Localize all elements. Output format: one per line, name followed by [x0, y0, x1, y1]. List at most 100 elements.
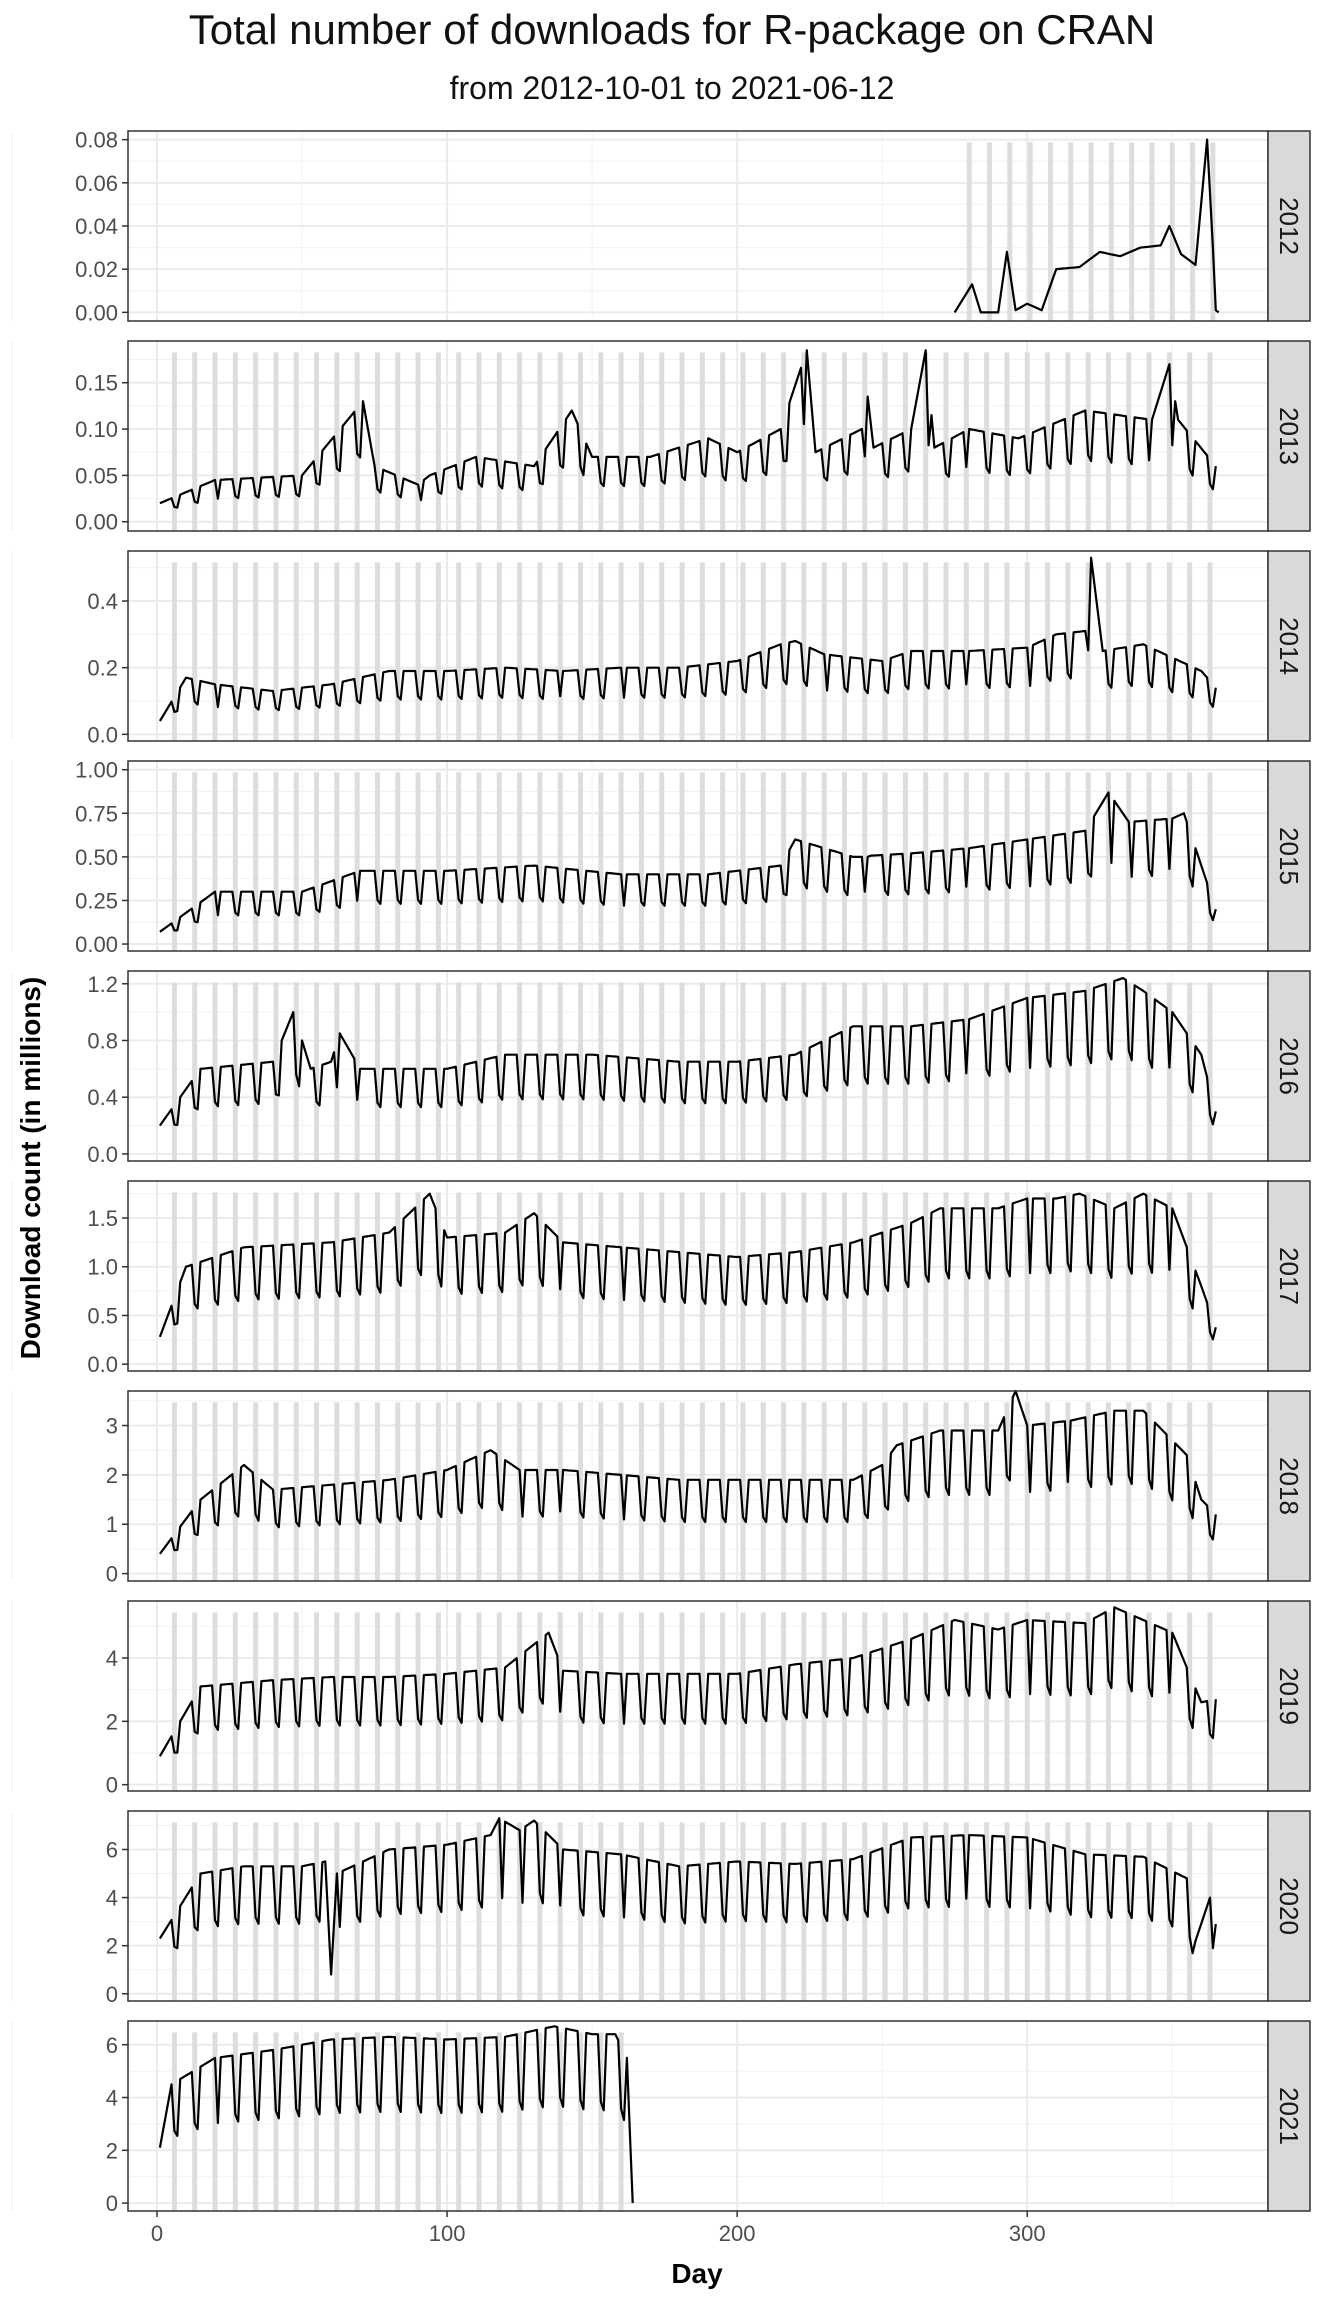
weekend-bar	[374, 352, 380, 531]
weekend-bar	[902, 562, 908, 741]
weekend-bar	[1065, 352, 1071, 531]
weekend-bar	[720, 1402, 726, 1581]
weekend-bar	[557, 1822, 563, 2001]
weekend-bar	[923, 1822, 929, 2001]
panel-background-2018	[128, 1391, 1268, 1581]
weekend-bar	[1187, 562, 1193, 741]
weekend-bar	[171, 772, 177, 951]
weekend-bar	[1126, 772, 1132, 951]
weekend-bar	[699, 982, 705, 1161]
chart-subtitle: from 2012-10-01 to 2021-06-12	[449, 70, 895, 106]
panel-background-2014	[128, 551, 1268, 741]
weekend-bar	[720, 772, 726, 951]
weekend-bar	[192, 772, 198, 951]
weekend-bar	[578, 562, 584, 741]
weekend-bar	[1045, 1402, 1051, 1581]
strip-2015	[1267, 760, 1311, 952]
weekend-bar	[1190, 142, 1196, 321]
weekend-bar	[781, 982, 787, 1161]
y-tick-label: 0.04	[75, 214, 118, 239]
y-tick-label: 2	[106, 2138, 118, 2163]
y-tick-label: 6	[106, 2033, 118, 2058]
weekend-bar	[496, 982, 502, 1161]
weekend-bar	[923, 1192, 929, 1371]
weekend-bar	[720, 982, 726, 1161]
weekend-bar	[435, 772, 441, 951]
y-tick-label: 0.25	[75, 888, 118, 913]
weekend-bar	[659, 352, 665, 531]
weekend-bar	[334, 1612, 340, 1791]
weekend-bar	[760, 772, 766, 951]
weekend-bar	[1085, 1612, 1091, 1791]
weekend-bar	[171, 1612, 177, 1791]
weekend-bar	[598, 562, 604, 741]
weekend-bar	[882, 352, 888, 531]
weekend-bar	[435, 1822, 441, 2001]
weekend-bar	[537, 2032, 543, 2211]
weekend-bar	[618, 772, 624, 951]
y-tick-label: 0.15	[75, 371, 118, 396]
strip-2016	[1267, 970, 1311, 1162]
weekend-bar	[841, 1402, 847, 1581]
weekend-bar	[618, 352, 624, 531]
weekend-bar	[638, 1612, 644, 1791]
weekend-bar	[679, 1612, 685, 1791]
panel-background-2013	[128, 341, 1268, 531]
weekend-bar	[293, 352, 299, 531]
weekend-bar	[171, 1402, 177, 1581]
series-line-2021	[158, 2025, 634, 2204]
weekend-bar	[740, 562, 746, 741]
weekend-bar	[537, 1192, 543, 1371]
weekend-bar	[435, 982, 441, 1161]
weekend-bar	[517, 1822, 523, 2001]
y-tick-label: 1.5	[87, 1206, 118, 1231]
weekend-bar	[760, 1402, 766, 1581]
y-tick-label: 0	[106, 1562, 118, 1587]
weekend-bar	[496, 772, 502, 951]
weekend-bar	[659, 562, 665, 741]
series-line-2018	[159, 1389, 1217, 1555]
weekend-bar	[212, 1192, 218, 1371]
weekend-bar	[821, 352, 827, 531]
weekend-bar	[273, 352, 279, 531]
weekend-bar	[253, 982, 259, 1161]
weekend-bar	[1004, 1402, 1010, 1581]
strip-2013	[1267, 340, 1311, 532]
weekend-bar	[476, 982, 482, 1161]
weekend-bar	[984, 772, 990, 951]
weekend-bar	[1024, 1612, 1030, 1791]
x-tick-label: 200	[719, 2221, 756, 2246]
weekend-bar	[638, 982, 644, 1161]
weekend-bar	[232, 1612, 238, 1791]
weekend-bar	[598, 2032, 604, 2211]
weekend-bar	[1146, 1612, 1152, 1791]
weekend-bar	[781, 1402, 787, 1581]
weekend-bar	[395, 562, 401, 741]
weekend-bar	[232, 562, 238, 741]
series-line-2014	[158, 556, 1217, 722]
weekend-bar	[578, 1822, 584, 2001]
weekend-bar	[699, 352, 705, 531]
series-line-2019	[158, 1606, 1217, 1757]
weekend-bar	[1024, 982, 1030, 1161]
weekend-bar	[1105, 1192, 1111, 1371]
weekend-bar	[435, 352, 441, 531]
weekend-bar	[1047, 142, 1053, 321]
weekend-bar	[537, 562, 543, 741]
weekend-bar	[578, 1402, 584, 1581]
weekend-bar	[720, 1192, 726, 1371]
weekend-bar	[1126, 1402, 1132, 1581]
weekend-bar	[314, 352, 320, 531]
weekend-bar	[354, 2032, 360, 2211]
weekend-bar	[984, 1612, 990, 1791]
weekend-bar	[212, 772, 218, 951]
weekend-bar	[821, 562, 827, 741]
weekend-bar	[1207, 1612, 1213, 1791]
weekend-bar	[943, 772, 949, 951]
weekend-bar	[1065, 1822, 1071, 2001]
weekend-bar	[1126, 1612, 1132, 1791]
strip-label-2019: 2019	[1274, 1667, 1304, 1725]
strip-2014	[1267, 550, 1311, 742]
weekend-bar	[456, 352, 462, 531]
weekend-bar	[862, 772, 868, 951]
